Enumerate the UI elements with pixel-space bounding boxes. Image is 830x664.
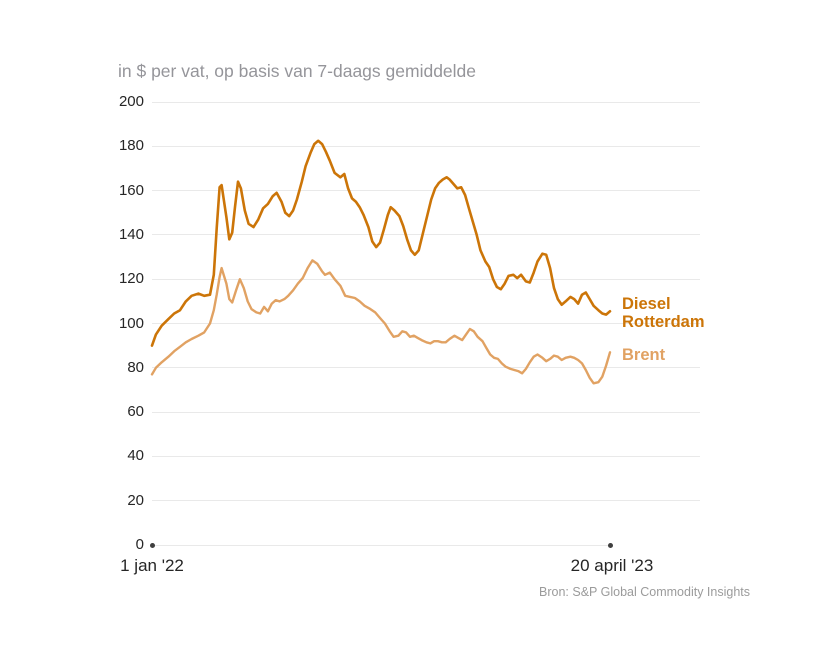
x-axis-start-label: 1 jan '22 bbox=[120, 556, 184, 575]
gridline-0 bbox=[152, 544, 610, 546]
source-credit: Bron: S&P Global Commodity Insights bbox=[539, 585, 750, 599]
x-axis-end-dot bbox=[607, 542, 613, 548]
y-tick-label-140: 140 bbox=[118, 225, 144, 243]
x-axis-end-label: 20 april '23 bbox=[570, 556, 654, 575]
gridline-60 bbox=[152, 411, 700, 413]
y-tick-label-0: 0 bbox=[135, 536, 144, 553]
gridline-160 bbox=[152, 190, 700, 192]
gridline-200 bbox=[152, 101, 700, 103]
gridline-80 bbox=[152, 367, 700, 369]
legend-brent: Brent bbox=[622, 346, 666, 364]
gridline-180 bbox=[152, 145, 700, 147]
gridline-100 bbox=[152, 323, 700, 324]
y-tick-label-160: 160 bbox=[118, 181, 144, 199]
legend-diesel-rotterdam: Diesel Rotterdam bbox=[622, 295, 705, 331]
x-axis-start-dot bbox=[149, 542, 155, 548]
chart-subtitle: in $ per vat, op basis van 7-daags gemid… bbox=[118, 61, 477, 81]
y-tick-label-60: 60 bbox=[127, 403, 144, 421]
gridline-20 bbox=[152, 500, 700, 502]
y-tick-label-180: 180 bbox=[118, 137, 144, 155]
diesel-rotterdam-line bbox=[150, 139, 612, 347]
y-tick-label-100: 100 bbox=[118, 314, 144, 332]
gridline-40 bbox=[152, 455, 700, 457]
y-tick-label-20: 20 bbox=[127, 491, 144, 509]
gridline-120 bbox=[152, 278, 700, 280]
y-tick-label-80: 80 bbox=[127, 358, 144, 376]
y-tick-label-200: 200 bbox=[118, 93, 144, 110]
y-tick-label-40: 40 bbox=[127, 447, 144, 465]
gridline-140 bbox=[152, 234, 700, 236]
y-tick-label-120: 120 bbox=[118, 270, 144, 288]
